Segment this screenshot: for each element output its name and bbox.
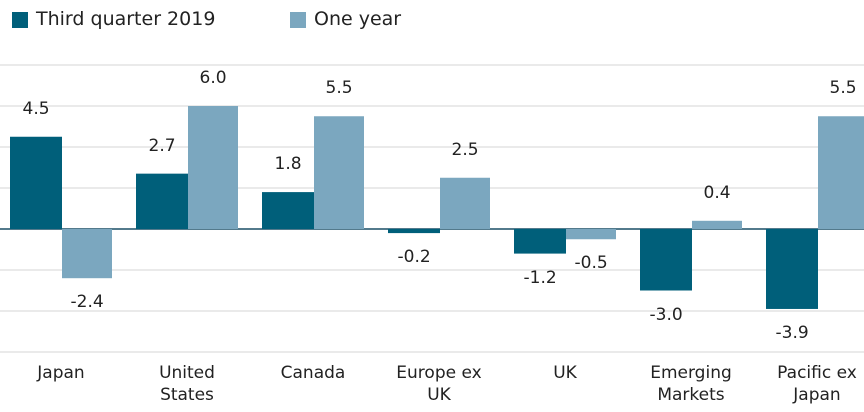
data-label: 6.0 xyxy=(199,68,227,88)
bar xyxy=(566,229,616,240)
data-label: 5.5 xyxy=(829,78,857,99)
data-label: -0.2 xyxy=(397,247,431,268)
data-label: -0.5 xyxy=(574,253,608,274)
bar xyxy=(514,229,566,254)
bar xyxy=(818,116,864,229)
bar xyxy=(10,136,62,229)
x-tick-label: Pacific ex Japan xyxy=(777,363,857,405)
bar xyxy=(314,116,364,229)
bar xyxy=(388,229,440,234)
legend-label: Third quarter 2019 xyxy=(36,8,216,30)
legend-swatch xyxy=(290,12,306,28)
bar xyxy=(766,229,818,309)
data-label: 1.8 xyxy=(274,154,302,175)
bar xyxy=(440,177,490,229)
legend-swatch xyxy=(12,12,28,28)
data-label: -2.4 xyxy=(70,292,104,313)
data-label: 0.4 xyxy=(703,182,731,203)
bar xyxy=(188,106,238,229)
data-label: 4.5 xyxy=(22,98,50,119)
x-tick-label: Canada xyxy=(280,363,346,383)
data-label: -3.9 xyxy=(775,322,809,343)
bar xyxy=(692,220,742,229)
x-tick-label: Europe ex UK xyxy=(396,363,482,405)
bar xyxy=(262,192,314,229)
data-label: -3.0 xyxy=(649,304,683,325)
x-tick-label: Emerging Markets xyxy=(650,363,732,405)
bar xyxy=(62,229,112,279)
x-tick-label: United States xyxy=(159,363,215,405)
legend-label: One year xyxy=(314,8,402,30)
data-label: 5.5 xyxy=(325,78,353,99)
data-label: 2.7 xyxy=(148,135,176,156)
data-label: -1.2 xyxy=(523,267,557,288)
x-tick-label: Japan xyxy=(37,363,85,383)
bar xyxy=(136,173,188,229)
data-label: 2.5 xyxy=(451,139,479,160)
bar xyxy=(640,229,692,291)
x-tick-label: UK xyxy=(553,363,577,383)
